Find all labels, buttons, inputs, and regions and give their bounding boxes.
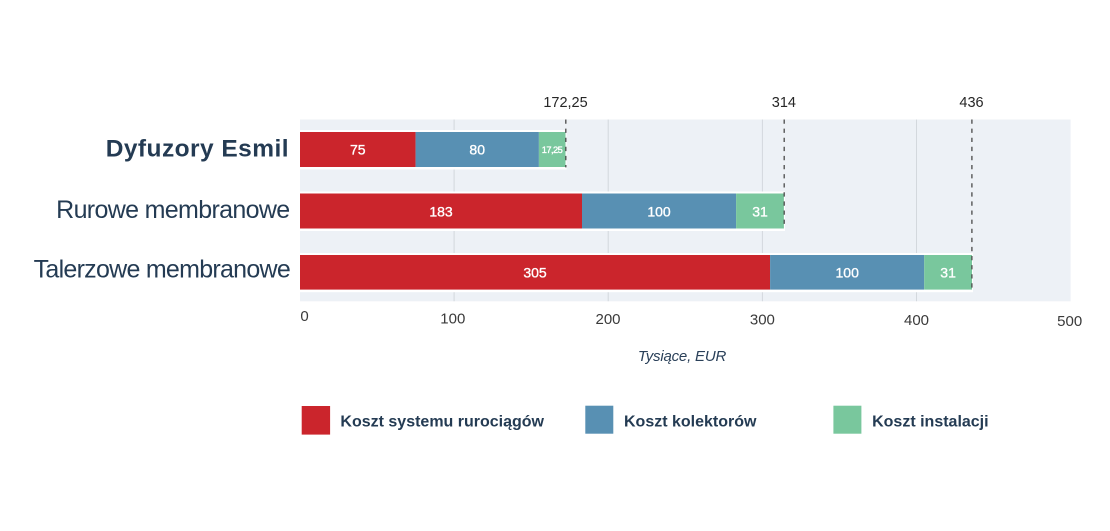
svg-text:Rurowe membranowe: Rurowe membranowe xyxy=(56,196,289,224)
svg-text:314: 314 xyxy=(772,95,796,111)
svg-text:Koszt kolektorów: Koszt kolektorów xyxy=(624,413,757,430)
svg-text:Tysiące, EUR: Tysiące, EUR xyxy=(638,348,727,365)
svg-text:200: 200 xyxy=(595,311,620,328)
svg-text:400: 400 xyxy=(904,312,929,329)
svg-text:80: 80 xyxy=(469,141,485,157)
svg-text:0: 0 xyxy=(300,308,308,325)
svg-text:Dyfuzory Esmil: Dyfuzory Esmil xyxy=(106,136,289,163)
svg-text:75: 75 xyxy=(350,141,366,157)
svg-text:31: 31 xyxy=(752,203,768,219)
svg-text:100: 100 xyxy=(647,203,671,219)
svg-text:500: 500 xyxy=(1057,313,1082,330)
svg-text:Talerzowe membranowe: Talerzowe membranowe xyxy=(34,256,290,284)
svg-text:183: 183 xyxy=(429,203,453,219)
svg-text:100: 100 xyxy=(440,311,465,328)
svg-text:Koszt systemu rurociągów: Koszt systemu rurociągów xyxy=(340,413,544,430)
svg-text:Koszt instalacji: Koszt instalacji xyxy=(872,413,988,430)
svg-text:31: 31 xyxy=(940,264,956,280)
svg-text:17,25: 17,25 xyxy=(542,145,563,155)
svg-text:300: 300 xyxy=(750,312,775,329)
svg-text:172,25: 172,25 xyxy=(543,95,587,111)
svg-text:305: 305 xyxy=(523,264,547,280)
svg-text:100: 100 xyxy=(836,264,860,280)
svg-text:436: 436 xyxy=(959,95,983,111)
